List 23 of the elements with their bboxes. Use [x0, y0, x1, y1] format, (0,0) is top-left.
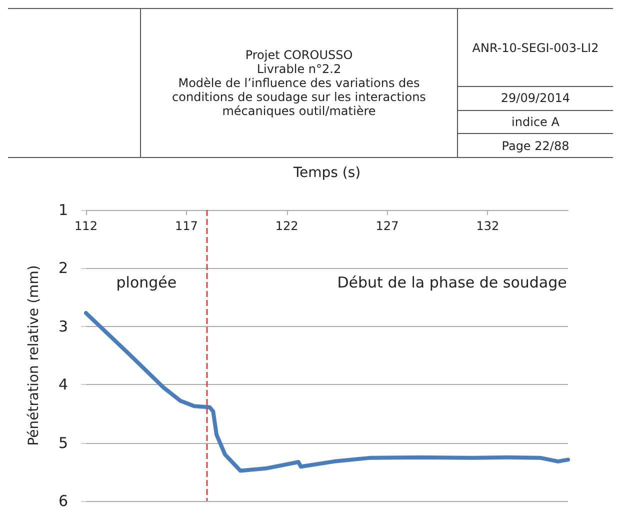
- x-tick-label: 122: [275, 219, 298, 233]
- y-tick-label: 3: [58, 317, 68, 336]
- x-tick-label: 117: [174, 219, 198, 233]
- x-tick-label: 127: [376, 219, 399, 233]
- x-axis-title: Temps (s): [292, 165, 361, 181]
- y-tick-label: 2: [58, 259, 68, 278]
- text: 29/09/2014: [458, 86, 613, 110]
- y-tick-label: 1: [58, 201, 68, 219]
- x-tick-label: 112: [74, 219, 98, 233]
- y-tick-label: 4: [58, 376, 68, 394]
- text: Modèle de l’influence des variations des conditions de soudage sur les interactions mécaniques outil/matière: [171, 76, 427, 118]
- y-tick-label: 6: [58, 492, 68, 510]
- text: indice A: [458, 110, 613, 134]
- y-axis-title: Pénétration relative (mm): [26, 265, 42, 446]
- annotation: Début de la phase de soudage: [337, 274, 567, 292]
- text: ANR-10-SEGI-003-LI2: [458, 8, 613, 86]
- annotation: plongée: [116, 274, 177, 292]
- x-tick-label: 132: [476, 219, 500, 233]
- line-series: [84, 311, 570, 473]
- y-tick-label: 5: [58, 434, 68, 452]
- text: Projet COROUSSO: [244, 48, 354, 62]
- text: Livrable n°2.2: [256, 62, 342, 76]
- text: Page 22/88: [458, 134, 613, 158]
